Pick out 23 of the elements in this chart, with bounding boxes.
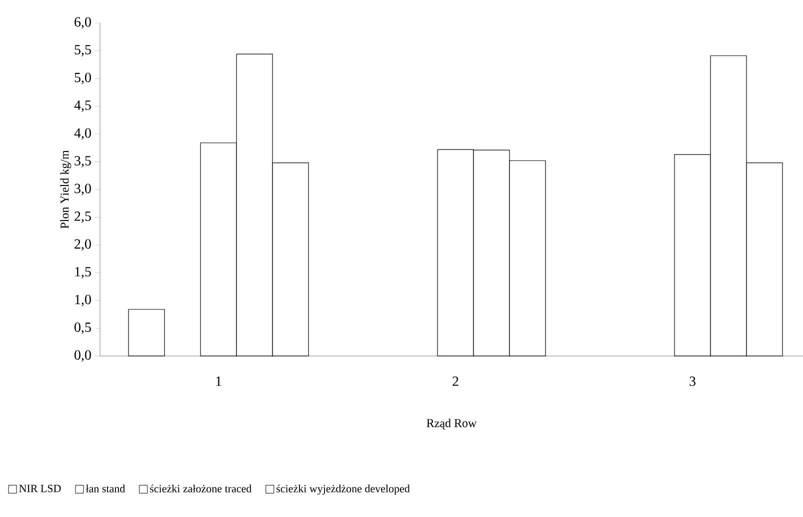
y-tick-label: 5,0 [74, 72, 91, 84]
y-tick-label: 4,5 [74, 100, 91, 112]
legend-label: ścieżki założone traced [150, 484, 252, 492]
y-tick-label: 4,0 [74, 128, 91, 140]
y-tick-label: 5,5 [74, 45, 91, 56]
y-tick-label: 6,0 [74, 17, 91, 29]
x-axis-title: Rząd Row [426, 418, 477, 430]
y-tick-label: 1,0 [75, 294, 91, 306]
y-axis-title: Plon Yield kg/m [60, 150, 72, 228]
legend-label: ścieżki wyjeżdżone developed [276, 484, 410, 495]
y-tick-label: 3,0 [74, 184, 91, 196]
bar [128, 309, 165, 356]
legend-label: łan stand [86, 484, 126, 492]
x-tick-label: 2 [452, 376, 458, 386]
legend-label: NIR LSD [19, 484, 61, 492]
y-tick-label: 2,0 [74, 239, 91, 251]
y-tick-label: 1,5 [75, 267, 91, 278]
y-tick-label: 0,5 [74, 322, 91, 334]
x-tick-label: 3 [690, 376, 696, 386]
y-tick-label: 3,5 [74, 156, 91, 168]
y-tick-label: 2,5 [74, 212, 91, 223]
x-tick-label: 1 [216, 376, 222, 386]
y-tick-label: 0,0 [74, 350, 91, 362]
